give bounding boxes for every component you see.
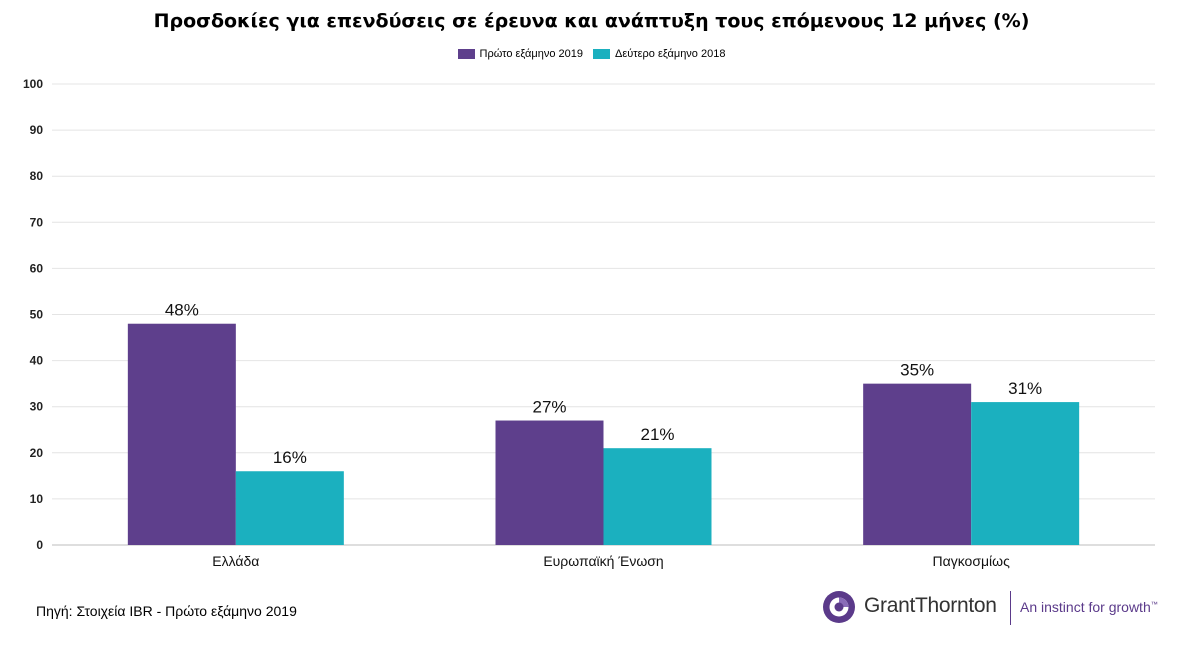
data-label-1-1: 48%	[165, 301, 199, 320]
y-tick-label-100: 100	[23, 77, 43, 91]
y-tick-label-40: 40	[30, 354, 44, 368]
bar-1-3	[863, 383, 972, 545]
bar-2-3	[971, 402, 1080, 545]
y-tick-label-30: 30	[30, 400, 44, 414]
legend-swatch-series-2	[593, 49, 611, 59]
logo-tagline: An instinct for growth™	[1020, 599, 1158, 615]
chart-title: Προσδοκίες για επενδύσεις σε έρευνα και …	[153, 10, 1030, 32]
y-tick-label-70: 70	[30, 215, 44, 229]
bar-1-1	[127, 323, 236, 545]
legend-item-series-2: Δεύτερο εξάμηνο 2018	[593, 48, 725, 60]
x-tick-label-3: Παγκοσμίως	[933, 553, 1011, 569]
logo-mark-icon	[823, 591, 855, 623]
y-tick-label-50: 50	[30, 308, 44, 322]
legend-label-series-1: Πρώτο εξάμηνο 2019	[479, 48, 584, 60]
legend-item-series-1: Πρώτο εξάμηνο 2019	[457, 48, 584, 60]
data-label-1-3: 35%	[900, 361, 934, 380]
legend: Πρώτο εξάμηνο 2019 Δεύτερο εξάμηνο 2018	[0, 48, 1183, 60]
source-note: Πηγή: Στοιχεία IBR - Πρώτο εξάμηνο 2019	[36, 603, 297, 619]
grant-thornton-logo: GrantThornton An instinct for growth™	[822, 588, 1162, 630]
data-label-1-2: 27%	[532, 398, 566, 417]
y-tick-label-10: 10	[30, 492, 44, 506]
bar-2-2	[603, 448, 712, 545]
y-tick-label-0: 0	[36, 538, 43, 552]
x-tick-label-1: Ελλάδα	[212, 553, 259, 569]
legend-label-series-2: Δεύτερο εξάμηνο 2018	[615, 48, 726, 60]
bar-1-2	[495, 420, 604, 545]
data-label-2-2: 21%	[640, 425, 674, 444]
logo-divider	[1010, 591, 1011, 625]
x-tick-label-2: Ευρωπαϊκή Ένωση	[543, 553, 663, 569]
y-tick-label-90: 90	[30, 123, 44, 137]
data-label-2-3: 31%	[1008, 379, 1042, 398]
y-tick-label-60: 60	[30, 261, 44, 275]
bar-2-1	[235, 471, 344, 545]
legend-swatch-series-1	[457, 49, 475, 59]
logo-trademark: ™	[1150, 601, 1158, 609]
data-label-2-1: 16%	[273, 448, 307, 467]
y-tick-label-80: 80	[30, 169, 44, 183]
logo-tagline-text: An instinct for growth	[1020, 599, 1151, 615]
y-tick-label-20: 20	[30, 446, 44, 460]
logo-name: GrantThornton	[864, 594, 997, 617]
